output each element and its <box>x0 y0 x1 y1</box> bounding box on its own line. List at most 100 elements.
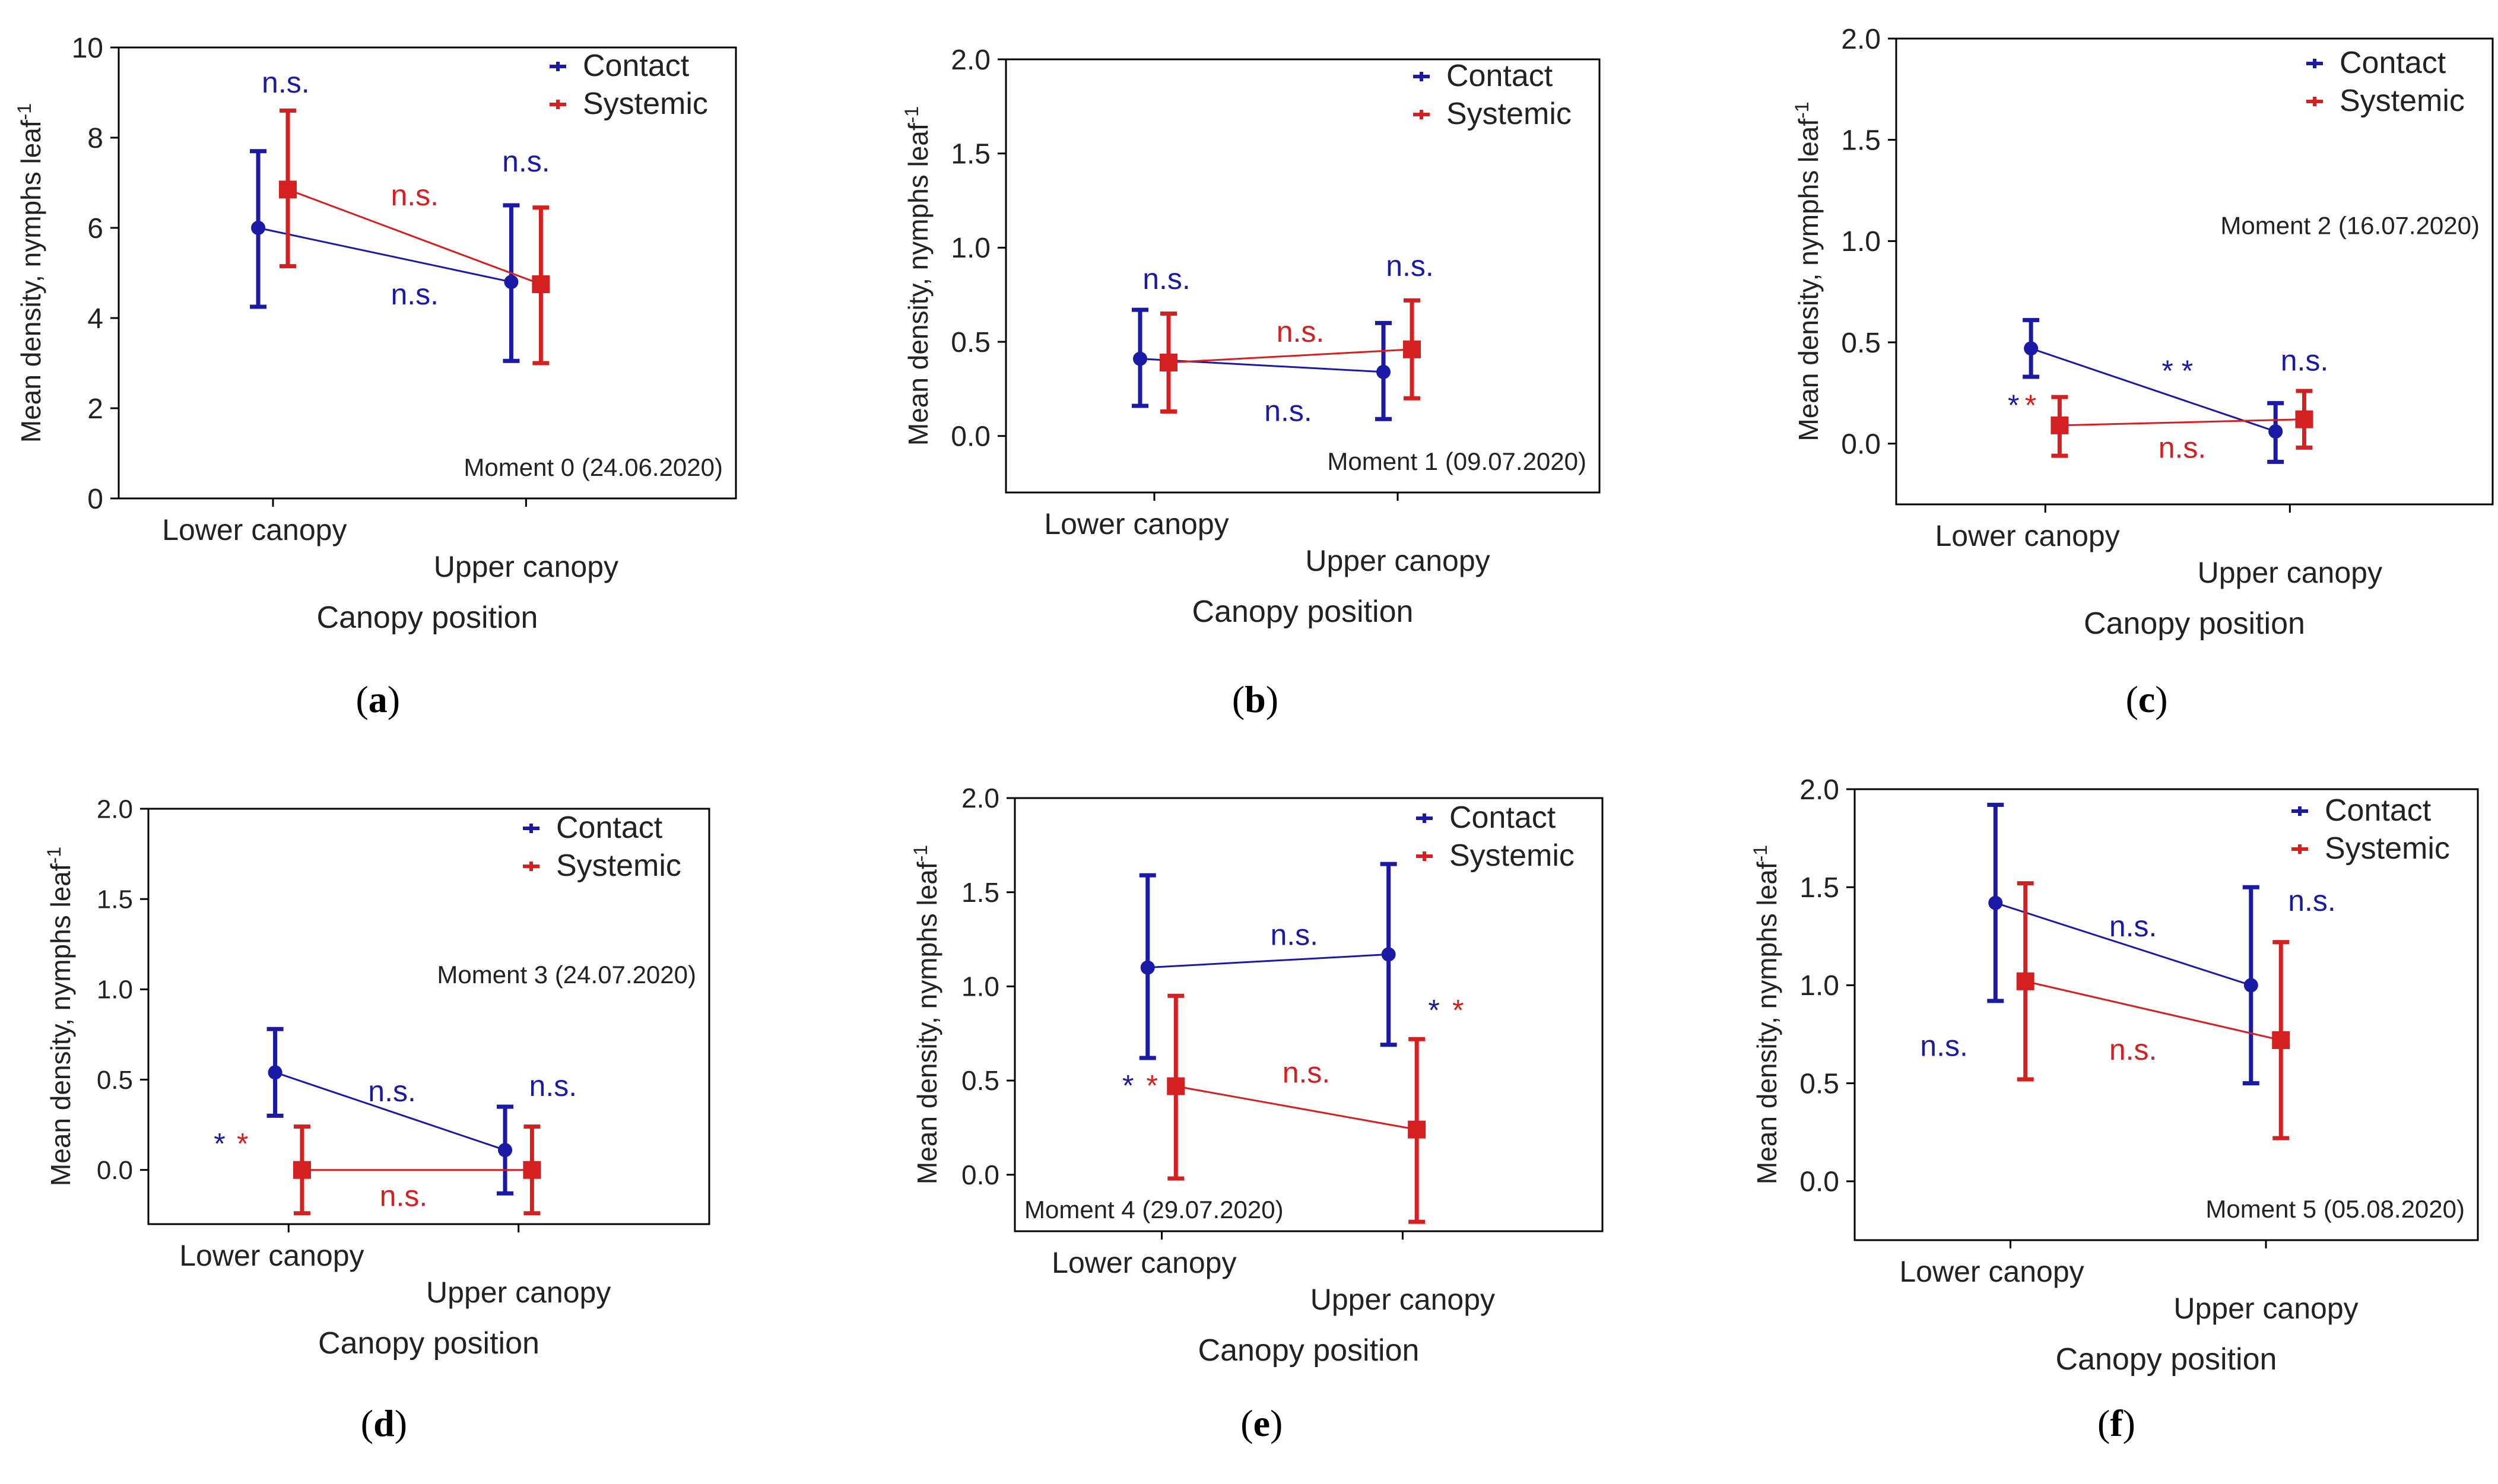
series-line-systemic <box>1168 348 1413 364</box>
significance-annotation: * <box>1452 994 1464 1027</box>
series-line-contact <box>1147 953 1389 969</box>
significance-annotation: n.s. <box>391 278 439 311</box>
y-tick-label: 0.0 <box>961 1159 999 1190</box>
plot-frame <box>1853 788 2479 1241</box>
y-tick-label: 2 <box>87 393 103 425</box>
x-category-label: Upper canopy <box>1305 544 1490 577</box>
significance-annotation: n.s. <box>2288 884 2336 917</box>
y-tick-label: 1.5 <box>1841 125 1881 156</box>
legend-label-contact: Contact <box>2340 46 2446 80</box>
panel-label: (d) <box>361 1402 407 1444</box>
y-tick-label: 0.5 <box>1799 1068 1839 1100</box>
x-axis-title: Canopy position <box>318 1326 539 1361</box>
significance-annotation: n.s. <box>1386 249 1434 282</box>
plot-frame <box>118 46 737 500</box>
data-point-contact <box>268 1065 283 1080</box>
y-tick-label: 1.0 <box>1841 226 1881 258</box>
data-point-systemic <box>1408 1120 1426 1139</box>
significance-annotation: n.s. <box>502 145 550 178</box>
y-tick-label: 0.0 <box>97 1156 133 1185</box>
data-point-contact <box>1140 960 1155 975</box>
significance-annotation: n.s. <box>1264 394 1312 427</box>
significance-annotation: n.s. <box>1277 315 1325 348</box>
data-point-systemic <box>293 1161 311 1179</box>
series-line-contact <box>275 1071 506 1151</box>
moment-label: Moment 4 (29.07.2020) <box>1024 1196 1284 1224</box>
significance-annotation: n.s. <box>1270 919 1318 952</box>
panel-label: (f) <box>2097 1402 2135 1444</box>
significance-annotation: * * <box>2161 354 2193 387</box>
moment-label: Moment 3 (24.07.2020) <box>437 961 696 989</box>
y-axis-title: Mean density, nymphs leaf-1 <box>1791 101 1824 441</box>
significance-annotation: n.s. <box>2159 431 2207 465</box>
legend-label-contact: Contact <box>583 49 690 83</box>
x-axis-title: Canopy position <box>1198 1333 1420 1368</box>
y-tick-label: 10 <box>72 33 103 64</box>
x-category-label: Lower canopy <box>1899 1255 2084 1288</box>
legend-label-systemic: Systemic <box>1449 838 1575 873</box>
panel-label: (e) <box>1240 1402 1283 1444</box>
y-axis-title: Mean density, nymphs leaf-1 <box>43 847 76 1186</box>
y-tick-label: 1.0 <box>951 233 991 264</box>
y-tick-label: 2.0 <box>961 783 999 814</box>
data-point-contact <box>2024 341 2039 356</box>
series-line-systemic <box>2025 980 2281 1041</box>
significance-annotation: n.s. <box>1283 1056 1331 1089</box>
data-point-systemic <box>1160 354 1177 371</box>
plot-frame <box>1005 58 1601 494</box>
significance-annotation: n.s. <box>380 1180 428 1213</box>
legend-label-systemic: Systemic <box>583 87 708 121</box>
moment-label: Moment 5 (05.08.2020) <box>2205 1195 2465 1223</box>
y-tick-label: 0.5 <box>951 327 991 358</box>
x-axis-title: Canopy position <box>2084 606 2305 641</box>
x-category-label: Lower canopy <box>162 513 347 546</box>
y-tick-label: 1.5 <box>1799 872 1839 904</box>
y-axis-title: Mean density, nymphs leaf-1 <box>910 845 942 1184</box>
legend-label-contact: Contact <box>1449 800 1556 835</box>
y-tick-label: 0.5 <box>97 1066 133 1095</box>
y-axis-title: Mean density, nymphs leaf-1 <box>1750 845 1782 1184</box>
y-tick-label: 0.0 <box>1799 1167 1839 1198</box>
panel-f: 0.0 0.5 1.0 1.5 2.0 Lower canopy Upper canopy C… <box>1750 774 2479 1444</box>
significance-annotation: * <box>1122 1069 1134 1102</box>
data-point-systemic <box>523 1161 541 1179</box>
panel-label: (a) <box>356 678 400 720</box>
data-point-systemic <box>1403 340 1421 358</box>
data-point-contact <box>2268 424 2283 439</box>
series-line-contact <box>2030 347 2276 433</box>
x-axis-title: Canopy position <box>317 600 538 635</box>
legend-label-contact: Contact <box>556 811 663 845</box>
y-tick-label: 0 <box>87 484 103 515</box>
significance-annotation: n.s. <box>529 1069 577 1102</box>
plot-frame <box>147 808 710 1225</box>
significance-annotation: n.s. <box>2109 910 2157 943</box>
y-tick-label: 1.0 <box>1799 970 1839 1002</box>
data-point-contact <box>1988 895 2003 910</box>
plot-frame <box>1895 37 2494 506</box>
y-tick-label: 0.5 <box>1841 328 1881 359</box>
data-point-contact <box>504 275 519 290</box>
y-tick-label: 2.0 <box>951 45 991 76</box>
x-category-label: Lower canopy <box>1044 507 1229 541</box>
data-point-systemic <box>2272 1031 2290 1049</box>
series-line-contact <box>1995 902 2252 986</box>
y-tick-label: 0.0 <box>951 421 991 453</box>
y-tick-label: 1.0 <box>97 975 133 1005</box>
y-tick-label: 1.5 <box>951 138 991 170</box>
legend-label-systemic: Systemic <box>2340 84 2465 118</box>
x-category-label: Lower canopy <box>1935 519 2119 552</box>
significance-annotation: n.s. <box>1142 262 1191 295</box>
x-category-label: Upper canopy <box>1310 1283 1495 1316</box>
legend-label-systemic: Systemic <box>556 849 681 883</box>
series-line-systemic <box>1175 1085 1417 1131</box>
y-tick-label: 1.5 <box>961 877 999 908</box>
significance-annotation: n.s. <box>262 66 310 99</box>
significance-annotation: * <box>1428 994 1439 1027</box>
legend-label-systemic: Systemic <box>2325 831 2450 866</box>
series-line-systemic <box>2059 418 2305 427</box>
y-tick-label: 1.5 <box>97 885 133 914</box>
x-category-label: Upper canopy <box>426 1276 611 1309</box>
x-category-label: Upper canopy <box>2198 556 2382 589</box>
x-axis-title: Canopy position <box>1192 595 1414 629</box>
